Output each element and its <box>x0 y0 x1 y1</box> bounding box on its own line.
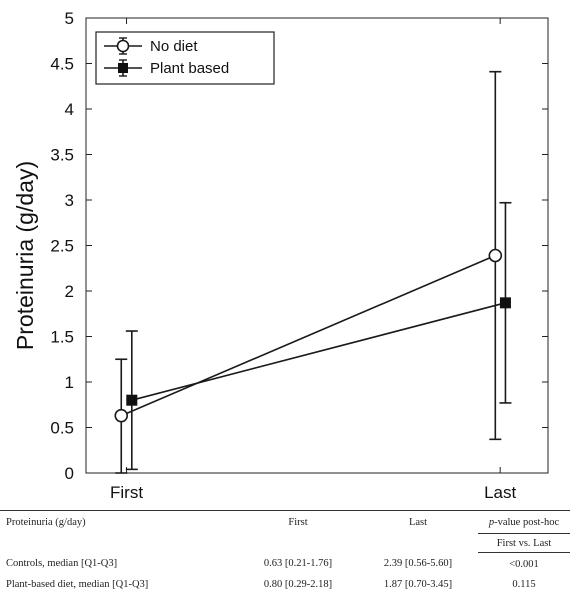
x-tick-label: First <box>110 483 143 502</box>
y-tick-label: 1 <box>65 373 74 392</box>
results-table: Proteinuria (g/day) First Last p-value p… <box>0 510 570 593</box>
y-tick-label: 0 <box>65 464 74 483</box>
header-measure: Proteinuria (g/day) <box>0 510 238 534</box>
legend-marker <box>116 39 130 53</box>
y-tick-label: 0.5 <box>50 419 74 438</box>
series-no-diet <box>114 70 503 474</box>
data-point <box>488 248 503 263</box>
row-first: 0.63 [0.21-1.76] <box>263 558 333 570</box>
chart: 0 0.5 1 1.5 2 2.5 3 3.5 4 4.5 5 First Last Proteinuri… <box>12 9 549 502</box>
y-tick-label: 2.5 <box>50 237 74 256</box>
legend-marker <box>118 63 128 73</box>
x-tick-label: Last <box>484 483 516 502</box>
header-first: First <box>238 510 358 534</box>
row-pvalue: 0.115 <box>512 578 536 590</box>
data-point <box>499 297 511 309</box>
y-tick-label: 4 <box>65 100 74 119</box>
series-line <box>120 254 496 417</box>
table-row: Controls, median [Q1-Q3] 0.63 [0.21-1.76… <box>0 553 570 576</box>
header-last: Last <box>358 510 478 534</box>
legend-label: No diet <box>150 38 198 55</box>
data-point <box>114 408 129 423</box>
y-tick-label: 1.5 <box>50 328 74 347</box>
legend-label: Plant based <box>150 60 229 77</box>
header-comparison: First vs. Last <box>478 533 570 553</box>
y-tick-label: 3 <box>65 191 74 210</box>
y-tick-label: 3.5 <box>50 146 74 165</box>
header-pvalue-italic: p <box>488 516 495 528</box>
plot-frame <box>85 17 549 474</box>
data-point <box>126 394 138 406</box>
y-tick-label: 2 <box>65 282 74 301</box>
series-layer <box>114 70 512 474</box>
table-header-row: Proteinuria (g/day) First Last p-value p… <box>0 510 570 534</box>
series-plant-based <box>125 201 512 471</box>
header-pvalue: p-value post-hoc <box>478 510 570 534</box>
axes: 0 0.5 1 1.5 2 2.5 3 3.5 4 4.5 5 First Last Proteinuri… <box>12 9 549 502</box>
y-axis-label: Proteinuria (g/day) <box>12 161 38 350</box>
header-pvalue-rest: -value post-hoc <box>494 516 560 528</box>
row-last: 2.39 [0.56-5.60] <box>383 558 453 570</box>
row-first: 0.80 [0.29-2.18] <box>263 578 333 590</box>
legend: No diet Plant based <box>95 31 275 85</box>
series-line <box>131 302 506 401</box>
row-label: Plant-based diet, median [Q1-Q3] <box>6 578 149 590</box>
y-tick-label: 4.5 <box>50 55 74 74</box>
row-last: 1.87 [0.70-3.45] <box>383 578 453 590</box>
y-tick-label: 5 <box>65 9 74 28</box>
row-label: Controls, median [Q1-Q3] <box>6 558 118 570</box>
table-row: Plant-based diet, median [Q1-Q3] 0.80 [0… <box>0 575 570 593</box>
row-pvalue: <0.001 <box>509 558 539 570</box>
table-subheader-row: First vs. Last <box>0 533 570 553</box>
